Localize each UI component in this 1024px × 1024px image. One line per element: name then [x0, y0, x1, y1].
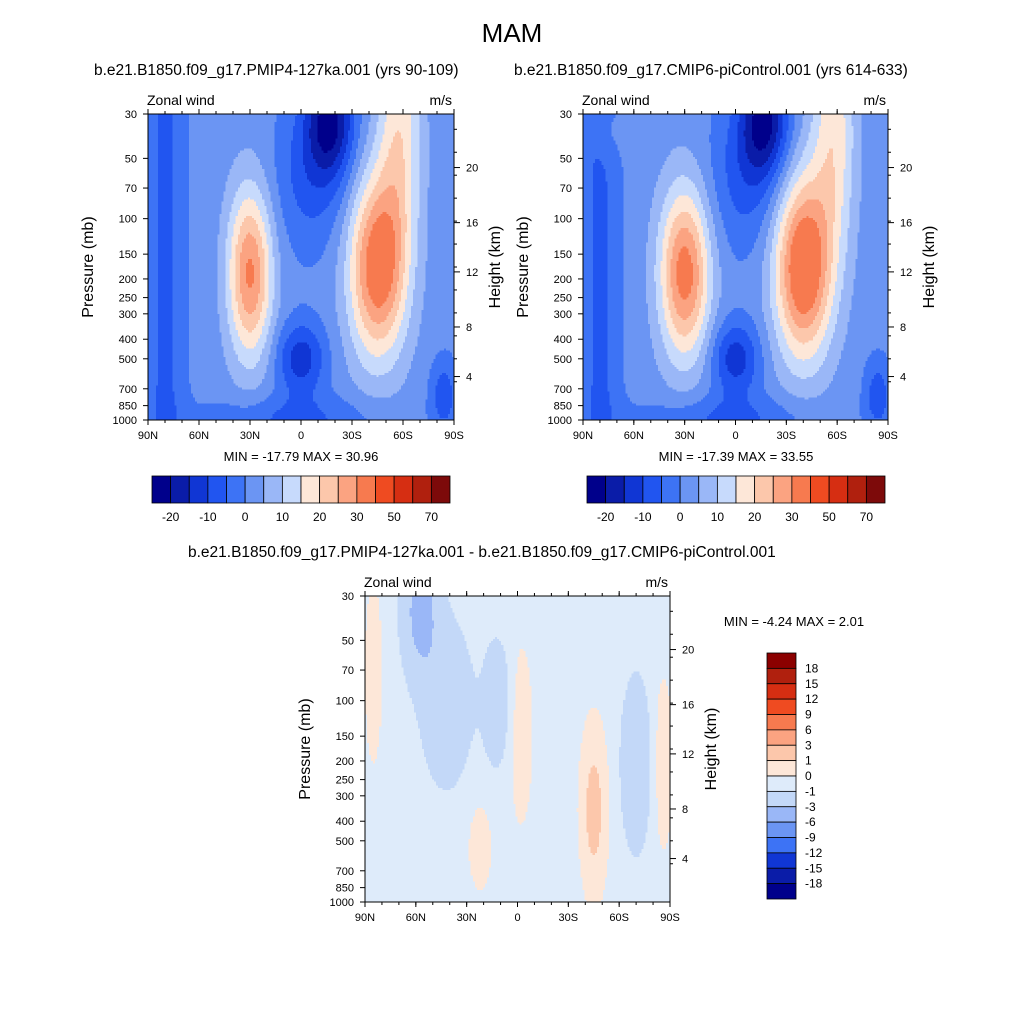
panel-1: 90N 60N 30N 0 30S 60S 90S305070100150200250300…	[80, 92, 504, 442]
heatmap-field	[148, 114, 454, 420]
